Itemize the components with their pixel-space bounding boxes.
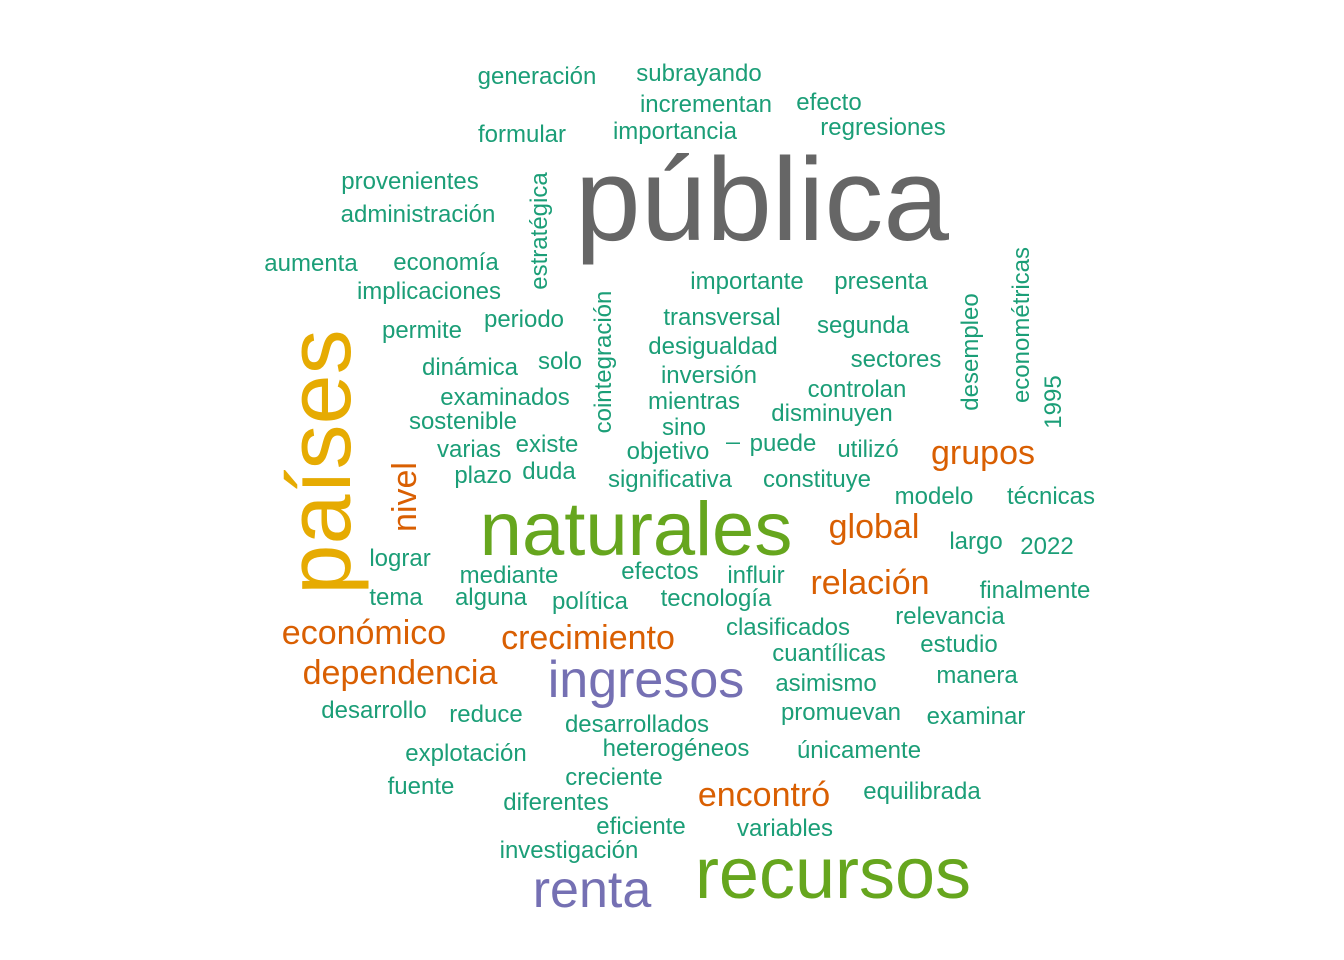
word: cuantílicas xyxy=(772,640,886,667)
word: heterogéneos xyxy=(602,735,750,762)
word: influir xyxy=(727,562,785,589)
word: aumenta xyxy=(264,250,358,277)
word: relación xyxy=(810,564,930,602)
word: relevancia xyxy=(895,603,1005,630)
word: únicamente xyxy=(796,737,922,764)
word: importante xyxy=(690,268,804,295)
word: constituye xyxy=(762,466,872,493)
word: creciente xyxy=(565,764,663,791)
word: pública xyxy=(575,134,949,266)
word: significativa xyxy=(607,466,733,493)
word: técnicas xyxy=(1006,483,1096,510)
word: renta xyxy=(532,861,652,919)
word: eficiente xyxy=(596,813,686,840)
word: economía xyxy=(393,249,499,276)
word: desarrollados xyxy=(564,711,710,738)
word: estratégica xyxy=(526,172,553,290)
word: examinados xyxy=(440,384,570,411)
word: generación xyxy=(477,63,597,90)
word: asimismo xyxy=(775,670,877,697)
word: puede xyxy=(749,430,817,457)
word: política xyxy=(551,588,629,615)
word: dependencia xyxy=(302,654,498,692)
word: mientras xyxy=(647,388,741,415)
word: sectores xyxy=(850,346,942,373)
word: estudio xyxy=(920,631,998,658)
word: cointegración xyxy=(590,290,617,434)
word: efectos xyxy=(621,558,699,585)
word: manera xyxy=(936,662,1018,689)
word: finalmente xyxy=(979,577,1091,604)
word: importancia xyxy=(612,118,738,145)
word: diferentes xyxy=(503,789,609,816)
word: sino xyxy=(661,414,707,441)
word: equilibrada xyxy=(863,778,981,805)
word: lograr xyxy=(369,545,431,572)
word: recursos xyxy=(694,834,972,914)
word: económico xyxy=(281,614,447,652)
word: investigación xyxy=(499,837,639,864)
word: grupos xyxy=(931,434,1035,472)
word: efecto xyxy=(796,89,862,116)
word: varias xyxy=(436,436,502,463)
word: 1995 xyxy=(1040,375,1067,429)
word: tecnología xyxy=(660,585,772,612)
word: provenientes xyxy=(341,168,479,195)
word: formular xyxy=(477,121,567,148)
word: encontró xyxy=(697,776,831,814)
word: desempleo xyxy=(957,293,984,411)
word: _ xyxy=(726,418,740,445)
word: utilizó xyxy=(837,436,899,463)
word: largo xyxy=(949,528,1003,555)
word: objetivo xyxy=(626,438,710,465)
word: mediante xyxy=(459,562,559,589)
word: administración xyxy=(340,201,496,228)
word: regresiones xyxy=(820,114,946,141)
word: plazo xyxy=(454,462,512,489)
word: dinámica xyxy=(421,354,519,381)
word: fuente xyxy=(387,773,455,800)
word: reduce xyxy=(449,701,523,728)
word: examinar xyxy=(926,703,1026,730)
word: subrayando xyxy=(636,60,762,87)
word: nivel xyxy=(386,462,424,532)
word: global xyxy=(828,508,920,546)
word: periodo xyxy=(483,306,565,333)
word: econométricas xyxy=(1008,246,1035,404)
word: tema xyxy=(369,584,423,611)
word: segunda xyxy=(816,312,910,339)
word: sostenible xyxy=(408,408,518,435)
word: implicaciones xyxy=(356,278,502,305)
word: inversión xyxy=(660,362,758,389)
word: presenta xyxy=(834,268,928,295)
word: ingresos xyxy=(547,651,745,709)
word: controlan xyxy=(807,376,907,403)
word: existe xyxy=(515,431,579,458)
word: países xyxy=(270,329,370,595)
word: solo xyxy=(537,348,583,375)
word: crecimiento xyxy=(501,619,675,657)
word: clasificados xyxy=(725,614,851,641)
word: alguna xyxy=(454,584,528,611)
word: variables xyxy=(736,815,834,842)
word: incrementan xyxy=(639,91,773,118)
word: transversal xyxy=(663,304,781,331)
word: duda xyxy=(522,458,576,485)
word: modelo xyxy=(894,483,974,510)
word: 2022 xyxy=(1020,533,1074,560)
word: naturales xyxy=(479,487,793,572)
word: desigualdad xyxy=(648,333,778,360)
word: disminuyen xyxy=(771,400,893,427)
word: permite xyxy=(381,317,463,344)
word: explotación xyxy=(405,740,527,767)
word: promuevan xyxy=(780,699,902,726)
word: desarrollo xyxy=(321,697,427,724)
